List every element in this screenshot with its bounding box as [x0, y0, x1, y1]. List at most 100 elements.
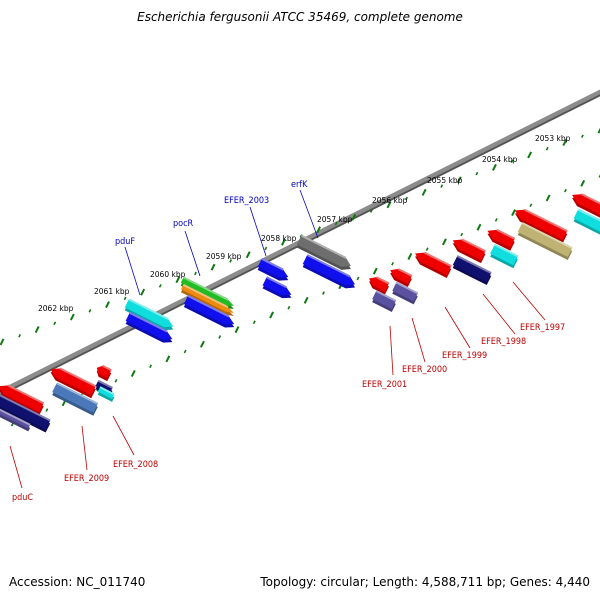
lower-scale-tick [303, 296, 309, 304]
gene-label-EFER_2003: EFER_2003 [224, 196, 269, 206]
lower-scale-tick [287, 305, 291, 310]
lower-scale-tick [130, 369, 136, 377]
feature-EFER_1997-khaki [517, 222, 573, 260]
upper-scale-tick [34, 326, 40, 334]
upper-scale-tick [597, 127, 600, 134]
leader-line [249, 206, 267, 257]
gene-label-pduF: pduF [115, 237, 135, 247]
leader-line [112, 415, 135, 456]
lower-scale-tick [511, 209, 516, 217]
feature-pduF-cyan [124, 298, 174, 331]
scale-label: 2054 kbp [482, 155, 518, 164]
lower-scale-tick [425, 247, 429, 251]
feature-EFER_2003 [257, 257, 289, 281]
upper-scale-tick [280, 238, 286, 246]
lower-scale-tick [183, 349, 187, 354]
lower-scale-tick [494, 218, 498, 222]
feature-red-arrow [0, 384, 45, 416]
scale-label: 2060 kbp [150, 270, 186, 279]
scale-label: 2058 kbp [261, 234, 297, 243]
leader-line [9, 445, 23, 489]
upper-scale-tick [299, 234, 303, 238]
feature-red-arrow [50, 367, 97, 399]
gene-features [0, 193, 600, 433]
lower-scale-tick [218, 335, 222, 339]
upper-scale-tick [175, 276, 181, 284]
feature-erfK-gray [296, 234, 351, 270]
upper-scale-tick [194, 271, 197, 276]
leader-line [444, 306, 471, 349]
gene-labels: pduF pocR EFER_2003 erfK EFER_1997 EFER_1998 E… [12, 180, 565, 503]
scale-labels: 2053 kbp 2054 kbp 2055 kbp 2056 kbp 2057 kbp… [38, 134, 571, 313]
feature-EFER_2008-cyan [97, 386, 115, 402]
upper-scale-tick [105, 301, 110, 309]
upper-scale-tick [405, 196, 408, 201]
gene-label-EFER_2008: EFER_2008 [113, 460, 158, 470]
map-title: Escherichia fergusonii ATCC 35469, compl… [137, 10, 463, 24]
lower-scale-tick [545, 194, 551, 202]
gene-label-EFER_1999: EFER_1999 [442, 351, 487, 361]
feature-EFER_2009-steel [52, 382, 99, 416]
feature-EFER_1999-navy [452, 255, 492, 285]
upper-scale-tick [580, 134, 584, 139]
leader-line [512, 281, 546, 321]
upper-scale-tick [158, 284, 162, 288]
lower-scale-tick [529, 203, 533, 208]
feature-blue-arrow [262, 276, 292, 299]
feature-red-arrow [572, 193, 600, 218]
scale-label: 2053 kbp [535, 134, 571, 143]
gene-label-erfK: erfK [291, 180, 308, 190]
upper-scale-tick [440, 184, 444, 188]
upper-scale-tick [18, 333, 22, 338]
upper-scale-tick [492, 163, 497, 171]
gene-label-EFER_1997: EFER_1997 [520, 323, 565, 333]
lower-scale-tick [252, 320, 256, 325]
scale-label: 2059 kbp [206, 252, 242, 261]
upper-scale-tick [229, 259, 233, 263]
feature-slate-strip [0, 408, 31, 432]
gene-label-EFER_2001: EFER_2001 [362, 380, 407, 390]
upper-scale-tick [527, 151, 533, 159]
lower-scale-tick [563, 188, 567, 193]
feature-blue-arrow [183, 295, 235, 328]
feature-red-arrow [452, 238, 486, 264]
upper-scale-tick [421, 188, 427, 196]
feature-red-arrow [487, 228, 516, 251]
label-leaders [9, 189, 546, 489]
upper-scale-tick [210, 263, 216, 271]
leader-line [184, 230, 201, 277]
lower-scale-tick [407, 252, 413, 260]
gene-label-EFER_2000: EFER_2000 [402, 365, 447, 375]
gene-label-EFER_1998: EFER_1998 [481, 337, 526, 347]
feature-EFER_1998-cyan [490, 243, 519, 269]
upper-scale-tick [69, 313, 75, 321]
gene-label-pduC: pduC [12, 493, 33, 503]
lower-scale-tick [442, 238, 447, 246]
upper-scale-tick [351, 213, 357, 221]
upper-scale-tick [510, 159, 514, 163]
upper-scale-tick [140, 288, 146, 296]
scale-label: 2056 kbp [372, 196, 408, 205]
upper-scale-tick [123, 296, 127, 301]
lower-scale-tick [391, 261, 395, 266]
lower-scale-tick [200, 340, 205, 348]
feature-EFER_2001-slate [372, 290, 397, 312]
lower-scale-tick [10, 422, 14, 427]
upper-scale-tick [475, 171, 479, 176]
feature-red-arrow [415, 251, 452, 278]
scale-ticks [0, 127, 600, 427]
feature-blue-arrow [125, 311, 173, 343]
leader-line [299, 189, 319, 239]
scale-label: 2057 kbp [317, 215, 353, 224]
leader-line [124, 246, 141, 296]
leader-line [389, 325, 394, 376]
lower-scale-tick [372, 267, 378, 275]
feature-blue-arrow [302, 254, 356, 289]
lower-scale-tick [356, 276, 360, 281]
leader-line [411, 317, 426, 363]
upper-scale-tick [53, 321, 57, 326]
leader-line [482, 293, 516, 335]
feature-pocR-green [180, 276, 234, 309]
gene-label-EFER_2009: EFER_2009 [64, 474, 109, 484]
